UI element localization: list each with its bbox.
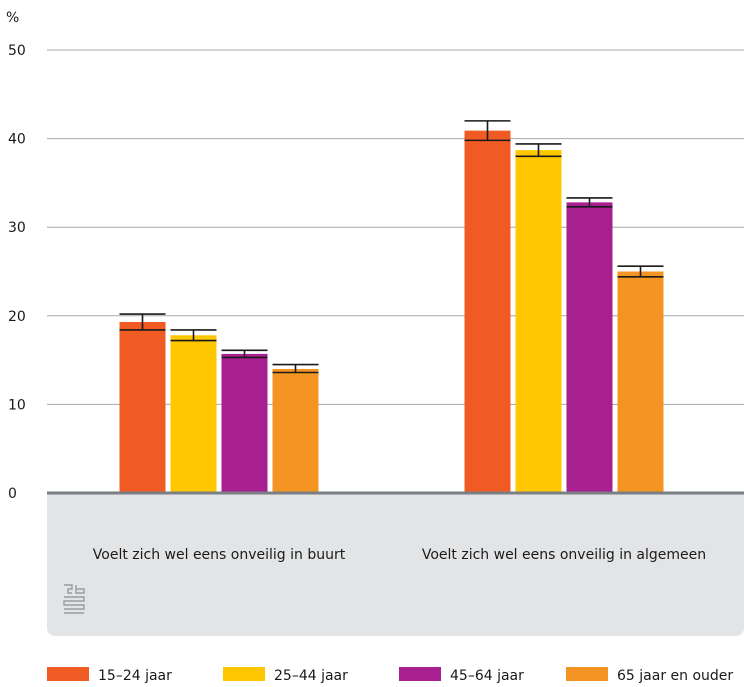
- error-bar: [221, 349, 268, 359]
- bars: [119, 130, 664, 494]
- category-label: Voelt zich wel eens onveilig in algemeen: [422, 547, 706, 563]
- bar: [272, 368, 319, 493]
- y-tick-label: 30: [8, 220, 26, 236]
- legend-swatch: [47, 667, 89, 681]
- y-tick-label: 20: [8, 309, 26, 325]
- legend-swatch: [399, 667, 441, 681]
- legend-label: 45–64 jaar: [450, 668, 524, 684]
- bar: [566, 202, 613, 493]
- legend-swatch: [223, 667, 265, 681]
- y-tick-label: 40: [8, 132, 26, 148]
- legend-label: 65 jaar en ouder: [617, 668, 733, 684]
- error-bar: [617, 265, 664, 278]
- category-label: Voelt zich wel eens onveilig in buurt: [93, 547, 346, 563]
- category-labels: Voelt zich wel eens onveilig in buurt Voe…: [93, 547, 706, 563]
- error-bar: [170, 329, 217, 342]
- legend-item: 65 jaar en ouder: [566, 667, 733, 684]
- legend-item: 25–44 jaar: [223, 667, 348, 684]
- cbs-logo: [63, 584, 85, 614]
- legend: 15–24 jaar 25–44 jaar 45–64 jaar 65 jaar en…: [47, 667, 733, 684]
- error-bar: [566, 197, 613, 208]
- legend-label: 25–44 jaar: [274, 668, 348, 684]
- legend-item: 45–64 jaar: [399, 667, 524, 684]
- y-tick-label: 50: [8, 43, 26, 59]
- y-axis-ticks: 0 10 20 30 40 50: [8, 43, 26, 502]
- y-axis-label: %: [6, 10, 19, 26]
- error-bar: [464, 120, 511, 142]
- error-bars: [119, 120, 664, 374]
- legend-swatch: [566, 667, 608, 681]
- y-tick-label: 0: [8, 486, 17, 502]
- bar: [170, 335, 217, 493]
- bar: [515, 150, 562, 494]
- y-tick-label: 10: [8, 397, 26, 413]
- error-bar: [515, 143, 562, 158]
- legend-item: 15–24 jaar: [47, 667, 172, 684]
- category-axis-panel: [47, 493, 744, 636]
- bar: [119, 322, 166, 493]
- bar: [617, 271, 664, 493]
- error-bar: [272, 363, 319, 374]
- bar: [464, 130, 511, 493]
- legend-label: 15–24 jaar: [98, 668, 172, 684]
- error-bar: [119, 313, 166, 331]
- bar: [221, 353, 268, 493]
